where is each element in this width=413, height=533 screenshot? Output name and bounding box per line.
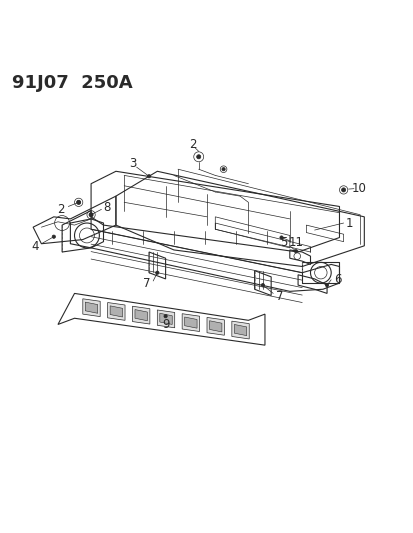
Circle shape	[89, 213, 93, 217]
Polygon shape	[182, 314, 199, 332]
Circle shape	[221, 167, 225, 171]
Circle shape	[279, 236, 282, 239]
Text: 91J07  250A: 91J07 250A	[12, 74, 133, 92]
Text: 3: 3	[128, 157, 136, 171]
Text: 1: 1	[345, 216, 353, 230]
Polygon shape	[157, 310, 174, 328]
Circle shape	[89, 213, 93, 216]
Polygon shape	[184, 317, 197, 328]
Circle shape	[325, 284, 328, 287]
Circle shape	[196, 155, 200, 159]
Polygon shape	[107, 303, 125, 320]
Text: 7: 7	[275, 290, 282, 303]
Polygon shape	[85, 302, 97, 313]
Text: 7: 7	[143, 277, 150, 290]
Polygon shape	[83, 299, 100, 317]
Circle shape	[76, 200, 81, 204]
Text: 9: 9	[161, 318, 169, 331]
Circle shape	[261, 284, 264, 287]
Circle shape	[52, 235, 55, 238]
Circle shape	[77, 200, 80, 204]
Circle shape	[341, 188, 345, 192]
Text: 6: 6	[333, 273, 340, 286]
Text: 2: 2	[57, 203, 65, 216]
Polygon shape	[206, 318, 224, 335]
Text: 11: 11	[288, 236, 303, 249]
Circle shape	[155, 271, 159, 274]
Text: 2: 2	[188, 138, 196, 151]
Polygon shape	[110, 306, 122, 317]
Text: 10: 10	[351, 182, 366, 195]
Text: 5: 5	[279, 236, 287, 249]
Polygon shape	[231, 321, 249, 339]
Polygon shape	[234, 325, 246, 336]
Text: 8: 8	[103, 201, 110, 214]
Circle shape	[164, 314, 167, 318]
Polygon shape	[159, 313, 172, 325]
Polygon shape	[209, 321, 221, 332]
Circle shape	[294, 249, 297, 253]
Circle shape	[147, 175, 150, 178]
Text: 4: 4	[31, 240, 39, 253]
Polygon shape	[135, 310, 147, 321]
Polygon shape	[132, 306, 150, 324]
